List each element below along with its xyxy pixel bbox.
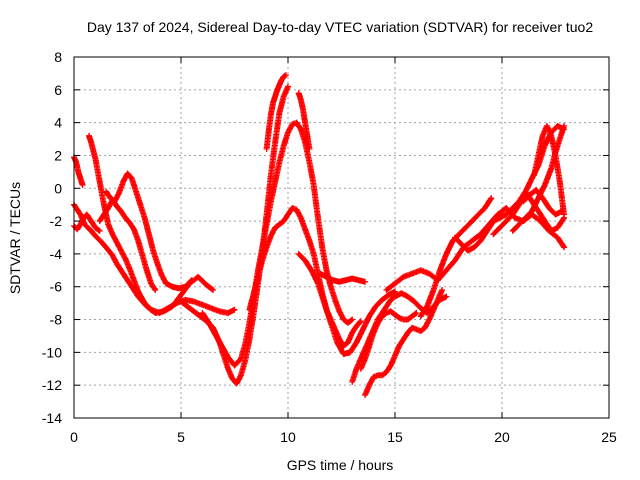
series-track-21 — [531, 122, 568, 218]
x-tick-label: 20 — [494, 429, 510, 445]
series-track-22 — [490, 188, 568, 238]
series-track-4 — [86, 132, 238, 316]
series-track-13 — [317, 270, 368, 285]
y-tick-label: -10 — [42, 344, 62, 360]
x-tick-label: 25 — [601, 429, 617, 445]
series-track-16 — [357, 308, 420, 372]
series-track-10 — [295, 90, 313, 152]
series-track-15 — [362, 287, 446, 398]
y-tick-label: 2 — [54, 147, 62, 163]
series-track-18 — [417, 195, 495, 320]
axis-ticks: 0 5 10 15 20 25 -14 -12 -10 -8 -6 -4 -2 0 2 4 6 8 — [42, 49, 617, 445]
y-tick-label: 0 — [54, 180, 62, 196]
y-tick-label: 8 — [54, 49, 62, 65]
x-tick-label: 0 — [70, 429, 78, 445]
y-tick-label: -12 — [42, 377, 62, 393]
series-track-5 — [103, 170, 195, 292]
y-axis-label: SDTVAR / TECUs — [7, 182, 23, 294]
series-track-12 — [295, 250, 398, 357]
series-track-8 — [263, 72, 289, 152]
y-tick-label: -2 — [50, 213, 63, 229]
y-tick-label: -6 — [50, 279, 63, 295]
x-tick-label: 10 — [280, 429, 296, 445]
y-tick-label: 4 — [54, 115, 62, 131]
data-series — [71, 72, 568, 398]
y-tick-label: 6 — [54, 82, 62, 98]
chart-title: Day 137 of 2024, Sidereal Day-to-day VTE… — [87, 19, 594, 35]
series-track-23 — [520, 186, 565, 218]
x-tick-label: 5 — [177, 429, 185, 445]
series-track-6 — [96, 196, 159, 293]
y-tick-label: -4 — [50, 246, 63, 262]
y-tick-label: -14 — [42, 410, 62, 426]
x-tick-label: 15 — [387, 429, 403, 445]
y-tick-label: -8 — [50, 312, 63, 328]
plot-frame — [73, 56, 610, 419]
x-axis-label: GPS time / hours — [287, 457, 394, 473]
